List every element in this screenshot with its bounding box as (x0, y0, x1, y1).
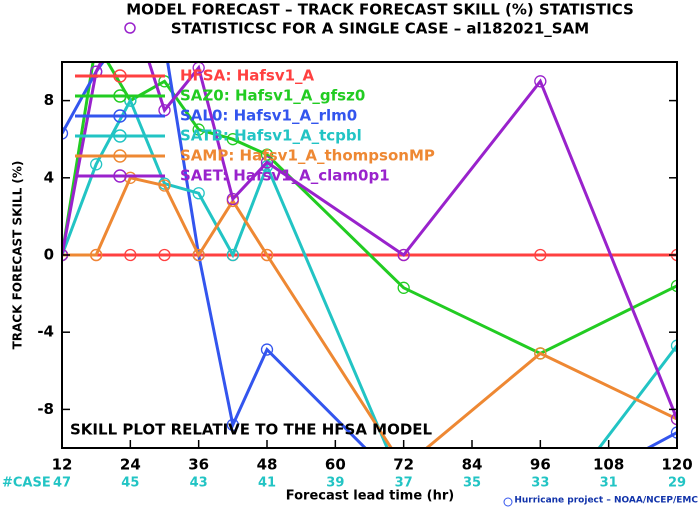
footer: Hurricane project – NOAA/NCEP/EMC (514, 496, 698, 506)
point (226, 248, 239, 262)
x-tick-label: 12 (52, 456, 73, 474)
point (90, 248, 103, 262)
legend-label: HFSA: Hafsv1_A (180, 67, 315, 85)
y-tick-label: -8 (37, 400, 54, 418)
point (260, 156, 274, 169)
x-tick-label: 48 (257, 456, 278, 474)
legend-marker (113, 69, 127, 83)
point (90, 158, 103, 171)
legend-label: SAMP: Hafsv1_A_thompsonMP (180, 147, 435, 165)
legend-marker (113, 129, 127, 143)
point (534, 75, 547, 88)
x-tick-label: 24 (120, 456, 141, 474)
y-tick-label: 0 (44, 246, 54, 264)
series-line (62, 62, 677, 420)
point (192, 187, 205, 200)
case-label: #CASE (2, 476, 51, 491)
point (226, 192, 239, 206)
title-icon (124, 22, 136, 34)
y-tick-label: 4 (44, 168, 54, 186)
y-axis-label: TRACK FORECAST SKILL (%) (11, 161, 25, 350)
point (397, 248, 410, 262)
x-axis-label: Forecast lead time (hr) (286, 489, 454, 504)
point (397, 281, 410, 294)
case-count: 29 (668, 476, 686, 491)
x-tick-label: 108 (593, 456, 624, 474)
footer-icon (503, 497, 513, 507)
point (159, 37, 170, 48)
series-line (62, 62, 677, 356)
point (534, 347, 547, 360)
case-count: 47 (53, 476, 71, 491)
point (62, 127, 69, 140)
y-tick-label: 8 (44, 91, 54, 109)
case-count: 45 (121, 476, 139, 491)
chart-title: MODEL FORECAST – TRACK FORECAST SKILL (%… (126, 1, 634, 19)
point (670, 412, 677, 426)
x-tick-label: 72 (393, 456, 414, 474)
series-line (62, 97, 677, 448)
point (124, 171, 137, 184)
series-line (62, 176, 677, 448)
case-count: 41 (258, 476, 276, 491)
x-tick-label: 60 (325, 456, 346, 474)
legend-label: SAL0: Hafsv1_A_rlm0 (180, 107, 357, 125)
chart-subtitle: STATISTICSC FOR A SINGLE CASE – al182021… (171, 20, 589, 38)
point (260, 343, 274, 356)
point (158, 179, 171, 192)
point (158, 248, 171, 262)
point (226, 418, 239, 431)
point (226, 133, 239, 146)
legend-label: SAET: Hafsv1_A_clam0p1 (180, 167, 390, 185)
legend-marker (113, 149, 127, 163)
legend-label: SAZ0: Hafsv1_A_gfsz0 (180, 87, 365, 105)
case-count: 33 (531, 476, 549, 491)
y-tick-label: -4 (37, 323, 54, 341)
case-count: 35 (463, 476, 481, 491)
point (260, 248, 274, 262)
legend-marker (113, 109, 127, 123)
x-tick-label: 96 (530, 456, 551, 474)
case-count: 31 (600, 476, 618, 491)
point (124, 248, 137, 262)
point (670, 279, 677, 293)
x-tick-label: 36 (188, 456, 209, 474)
legend-marker (113, 89, 127, 103)
plot-area (62, 37, 677, 448)
series-line (62, 62, 677, 448)
legend-label: SATB: Hafsv1_A_tcpbl (180, 127, 362, 145)
case-count: 39 (326, 476, 344, 491)
point (91, 37, 102, 48)
point (534, 248, 547, 262)
legend-marker (113, 169, 127, 183)
case-count: 37 (395, 476, 413, 491)
point (670, 426, 677, 439)
annotation: SKILL PLOT RELATIVE TO THE HFSA MODEL (70, 421, 433, 439)
point (670, 339, 677, 352)
point (192, 123, 205, 136)
x-tick-label: 120 (661, 456, 692, 474)
point (192, 248, 205, 262)
x-tick-label: 84 (462, 456, 483, 474)
case-count: 43 (190, 476, 208, 491)
